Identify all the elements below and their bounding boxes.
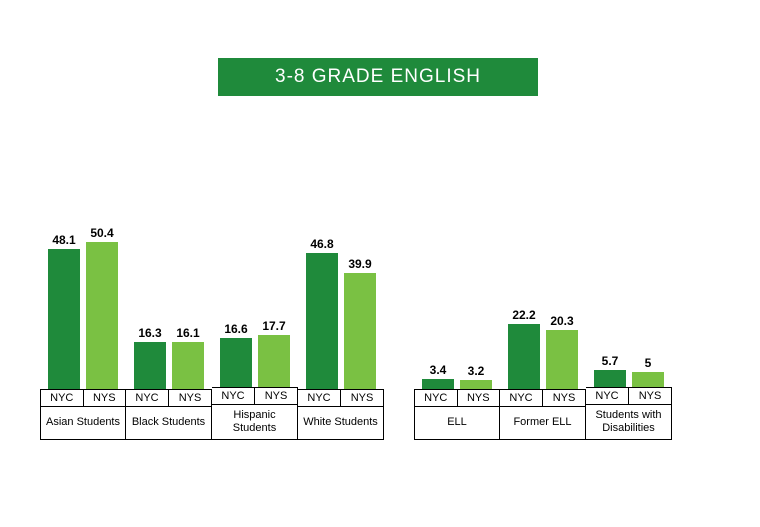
- bar: [422, 379, 454, 389]
- bar-value-label: 17.7: [262, 319, 285, 333]
- bar: [546, 330, 578, 389]
- bar-slot: 3.2: [458, 364, 494, 389]
- bar-value-label: 16.6: [224, 322, 247, 336]
- category-label: Asian Students: [40, 406, 126, 440]
- bar: [632, 372, 664, 387]
- bar-group: 46.8 39.9 NYCNYSWhite Students: [298, 209, 384, 440]
- bars-container: 16.6 17.7: [212, 207, 298, 387]
- bar-group: 16.6 17.7 NYCNYSHispanic Students: [212, 207, 298, 440]
- category-label: ELL: [414, 406, 500, 440]
- bars-container: 5.75: [586, 207, 672, 387]
- bar-sublabel: NYS: [458, 390, 500, 406]
- bar-value-label: 3.4: [430, 363, 447, 377]
- groups-row: 48.150.4NYCNYSAsian Students16.316.1NYCN…: [40, 207, 384, 440]
- bar-value-label: 22.2: [512, 308, 535, 322]
- bar: [306, 253, 338, 389]
- bar-sublabel: NYC: [586, 388, 629, 404]
- sublabel-row: NYCNYS: [40, 389, 126, 406]
- bar-slot: 48.1: [46, 233, 82, 389]
- bar-sublabel: NYS: [255, 388, 297, 404]
- bar-slot: 39.9: [342, 257, 378, 389]
- bar-value-label: 5: [645, 356, 652, 370]
- bar: [258, 335, 290, 386]
- chart-panel: 48.150.4NYCNYSAsian Students16.316.1NYCN…: [40, 207, 384, 440]
- bar-slot: 5: [630, 356, 666, 387]
- category-label: Students with Disabilities: [586, 404, 672, 440]
- bar-value-label: 5.7: [602, 354, 619, 368]
- bar: [134, 342, 166, 389]
- sublabel-row: NYCNYS: [212, 387, 298, 404]
- bar-sublabel: NYS: [84, 390, 126, 406]
- bar-sublabel: NYS: [543, 390, 585, 406]
- bar: [460, 380, 492, 389]
- bar-sublabel: NYC: [126, 390, 169, 406]
- sublabel-row: NYCNYS: [414, 389, 500, 406]
- sublabel-row: NYCNYS: [500, 389, 586, 406]
- bar-group: 5.75NYCNYSStudents with Disabilities: [586, 207, 672, 440]
- bars-container: 46.8 39.9: [298, 209, 384, 389]
- bar: [86, 242, 118, 389]
- bar-slot: 3.4: [420, 363, 456, 389]
- chart-area: 48.150.4NYCNYSAsian Students16.316.1NYCN…: [40, 210, 740, 440]
- bar-value-label: 48.1: [52, 233, 75, 247]
- sublabel-row: NYCNYS: [126, 389, 212, 406]
- bars-container: 3.4 3.2: [414, 209, 500, 389]
- bars-container: 48.1 50.4: [40, 209, 126, 389]
- bar-value-label: 16.1: [176, 326, 199, 340]
- bar-sublabel: NYS: [341, 390, 383, 406]
- category-label: Hispanic Students: [212, 404, 298, 440]
- chart-panel: 3.43.2NYCNYSELL22.220.3NYCNYSFormer ELL5…: [414, 207, 672, 440]
- bar-sublabel: NYS: [169, 390, 211, 406]
- chart-title: 3-8 GRADE ENGLISH: [275, 66, 481, 88]
- bar-sublabel: NYC: [500, 390, 543, 406]
- groups-row: 3.43.2NYCNYSELL22.220.3NYCNYSFormer ELL5…: [414, 207, 672, 440]
- chart-title-banner: 3-8 GRADE ENGLISH: [218, 58, 538, 96]
- bar: [172, 342, 204, 389]
- bar: [344, 273, 376, 389]
- bar-sublabel: NYC: [415, 390, 458, 406]
- bar: [220, 338, 252, 386]
- bar-slot: 16.3: [132, 326, 168, 389]
- bar-sublabel: NYC: [212, 388, 255, 404]
- bar-value-label: 20.3: [550, 314, 573, 328]
- bar-slot: 5.7: [592, 354, 628, 387]
- bars-container: 16.3 16.1: [126, 209, 212, 389]
- category-label: Former ELL: [500, 406, 586, 440]
- bar-slot: 16.6: [218, 322, 254, 386]
- bar-value-label: 39.9: [348, 257, 371, 271]
- bar: [594, 370, 626, 387]
- sublabel-row: NYCNYS: [586, 387, 672, 404]
- bar-value-label: 16.3: [138, 326, 161, 340]
- bar-slot: 16.1: [170, 326, 206, 389]
- category-label: Black Students: [126, 406, 212, 440]
- bar-value-label: 46.8: [310, 237, 333, 251]
- category-label: White Students: [298, 406, 384, 440]
- bar-slot: 22.2: [506, 308, 542, 389]
- bar-group: 3.4 3.2 NYCNYSELL: [414, 209, 500, 440]
- bar-value-label: 3.2: [468, 364, 485, 378]
- sublabel-row: NYCNYS: [298, 389, 384, 406]
- bar-slot: 17.7: [256, 319, 292, 386]
- bar-group: 48.1 50.4 NYCNYSAsian Students: [40, 209, 126, 440]
- bar-slot: 50.4: [84, 226, 120, 389]
- bar-group: 16.3 16.1 NYCNYSBlack Students: [126, 209, 212, 440]
- bar-value-label: 50.4: [90, 226, 113, 240]
- bar-sublabel: NYS: [629, 388, 671, 404]
- bar: [508, 324, 540, 389]
- bars-container: 22.2 20.3: [500, 209, 586, 389]
- bar: [48, 249, 80, 389]
- bar-sublabel: NYC: [298, 390, 341, 406]
- bar-slot: 46.8: [304, 237, 340, 389]
- bar-group: 22.2 20.3 NYCNYSFormer ELL: [500, 209, 586, 440]
- bar-slot: 20.3: [544, 314, 580, 389]
- bar-sublabel: NYC: [41, 390, 84, 406]
